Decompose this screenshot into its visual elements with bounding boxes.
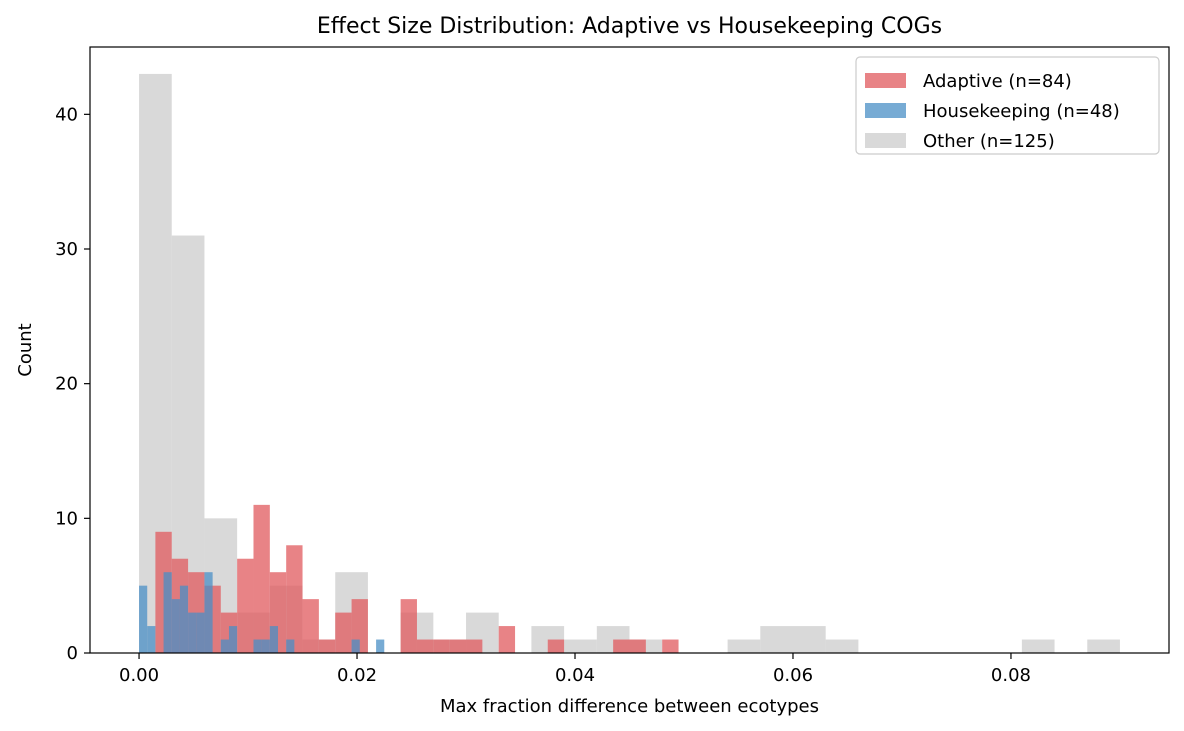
histogram-bar: [163, 572, 172, 653]
histogram-bar: [1087, 639, 1120, 653]
histogram-bar: [286, 639, 295, 653]
chart-title: Effect Size Distribution: Adaptive vs Ho…: [317, 14, 942, 39]
bars-layer: [139, 73, 1120, 654]
x-tick-label: 0.00: [119, 665, 159, 686]
histogram-bar: [351, 639, 360, 653]
histogram-bar: [400, 599, 417, 653]
histogram-bar: [179, 585, 189, 653]
histogram-bar: [547, 639, 565, 653]
histogram-bar: [253, 504, 270, 653]
histogram-bar: [564, 639, 597, 653]
x-axis-label: Max fraction difference between ecotypes: [440, 696, 819, 717]
histogram-bar: [237, 558, 254, 653]
histogram-bar: [147, 626, 156, 653]
y-tick-label: 10: [55, 508, 78, 529]
histogram-bar: [498, 626, 516, 653]
histogram-bar: [433, 639, 450, 653]
histogram-bar: [188, 612, 197, 653]
histogram-bar: [228, 626, 238, 653]
histogram-bar: [613, 639, 630, 653]
y-tick-label: 40: [55, 104, 78, 125]
histogram-bar: [466, 639, 483, 653]
histogram-bar: [286, 545, 303, 653]
histogram-bar: [171, 599, 180, 653]
x-tick-label: 0.06: [773, 665, 813, 686]
plot-frame: [89, 46, 1170, 654]
histogram-bar: [629, 639, 646, 653]
histogram-bar: [269, 626, 279, 653]
histogram-bar: [727, 639, 761, 653]
legend-swatch-housekeeping: [865, 103, 906, 118]
axes-layer: 0.00 0.02 0.04 0.06 0.08 0 10 20 30 40: [55, 46, 1170, 686]
histogram-bar: [220, 639, 229, 653]
series-housekeeping: [139, 572, 385, 653]
histogram-bar: [302, 599, 319, 653]
histogram-bar: [261, 639, 270, 653]
legend-label-adaptive: Adaptive (n=84): [923, 71, 1072, 92]
histogram-bar: [825, 639, 859, 653]
histogram-bar: [760, 626, 793, 653]
histogram-bar: [335, 612, 352, 653]
histogram-bar: [196, 612, 205, 653]
x-tick-label: 0.08: [991, 665, 1031, 686]
y-tick-label: 30: [55, 239, 78, 260]
histogram-bar: [792, 626, 826, 653]
histogram-bar: [416, 639, 434, 653]
histogram-bar: [662, 639, 679, 653]
x-tick-label: 0.04: [555, 665, 595, 686]
x-tick-label: 0.02: [337, 665, 377, 686]
histogram-bar: [253, 639, 262, 653]
y-tick-label: 0: [67, 643, 78, 664]
histogram-bar: [376, 639, 385, 653]
legend-label-other: Other (n=125): [923, 131, 1055, 152]
y-axis-label: Count: [15, 323, 36, 376]
legend: Adaptive (n=84) Housekeeping (n=48) Other …: [855, 56, 1160, 155]
histogram-bar: [1021, 639, 1055, 653]
legend-swatch-adaptive: [865, 73, 906, 88]
histogram-bar: [318, 639, 336, 653]
legend-label-housekeeping: Housekeeping (n=48): [923, 101, 1120, 122]
legend-swatch-other: [865, 133, 906, 148]
histogram-bar: [449, 639, 467, 653]
y-tick-label: 20: [55, 374, 78, 395]
histogram-bar: [139, 585, 148, 653]
legend-box: [855, 56, 1160, 155]
histogram-bar: [204, 572, 213, 653]
